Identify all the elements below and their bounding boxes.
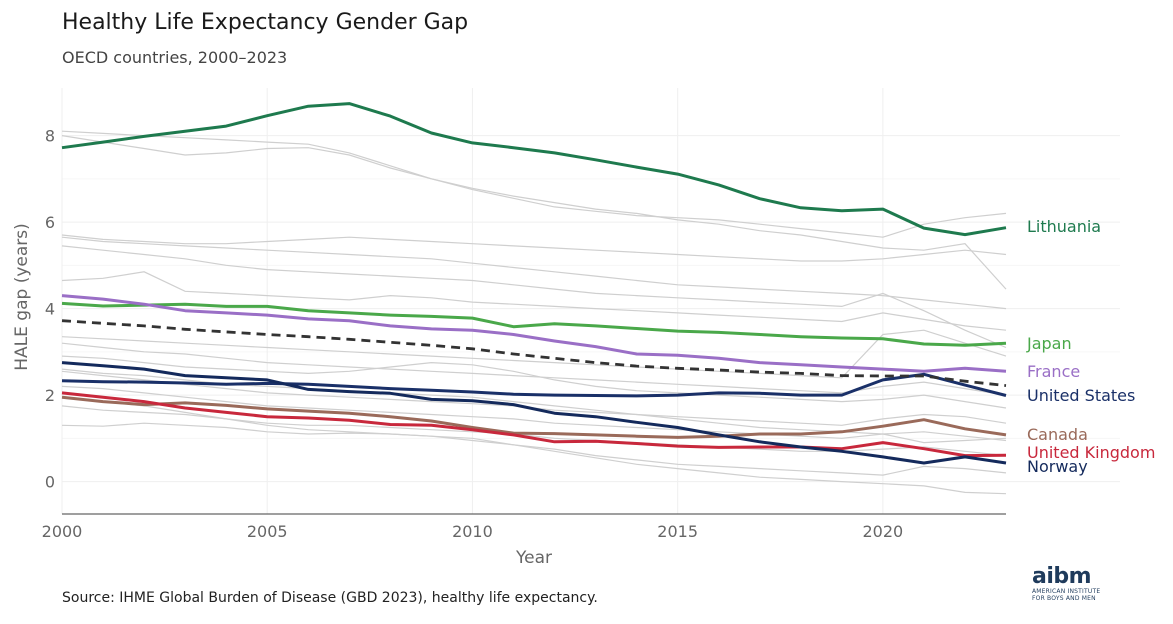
series-line-united-states [61, 372, 1007, 398]
end-labels: Lithuania Japan France United States CanadaU… [1026, 217, 1155, 476]
series-line-lithuania [61, 102, 1007, 237]
highlighted-lines [61, 102, 1007, 465]
background-country-line [61, 368, 1007, 444]
background-country-line [61, 355, 1007, 409]
x-tick-label: 2005 [247, 522, 288, 541]
x-tick-label: 2020 [863, 522, 904, 541]
series-line-japan [61, 301, 1007, 347]
chart-subtitle: OECD countries, 2000–2023 [62, 48, 288, 67]
background-country-line [61, 370, 1007, 426]
background-country-line [61, 135, 1007, 290]
background-country-line [61, 130, 1007, 238]
x-tick-label: 2010 [452, 522, 493, 541]
end-label-japan: Japan [1026, 334, 1072, 353]
y-tick-label: 8 [45, 127, 55, 146]
y-tick-label: 4 [45, 300, 55, 319]
series-line-united-kingdom [61, 391, 1007, 458]
x-tick-label: 2000 [42, 522, 83, 541]
background-country-line [61, 396, 1007, 495]
background-country-line [61, 234, 1007, 262]
logo-line-2: FOR BOYS AND MEN [1032, 595, 1096, 602]
aibm-logo: aibm AMERICAN INSTITUTE FOR BOYS AND MEN [1032, 564, 1122, 603]
end-label-france: France [1027, 362, 1080, 381]
end-label-norway: Norway [1027, 457, 1088, 476]
grid [61, 88, 1120, 514]
background-country-line [61, 422, 1007, 476]
logo-word: aibm [1032, 564, 1092, 589]
x-axis-title: Year [515, 548, 552, 568]
series-line-norway [61, 361, 1007, 465]
series-line-oecd-average [61, 319, 1007, 387]
background-country-line [61, 245, 1007, 349]
background-country-line [61, 385, 1007, 442]
end-label-canada: Canada [1027, 425, 1088, 444]
x-tick-label: 2015 [657, 522, 698, 541]
end-label-united-kingdom: United Kingdom [1027, 443, 1155, 462]
chart-title: Healthy Life Expectancy Gender Gap [62, 10, 469, 35]
y-tick-label: 2 [45, 386, 55, 405]
background-country-line [61, 329, 1007, 379]
y-tick-label: 0 [45, 473, 55, 492]
source-note: Source: IHME Global Burden of Disease (G… [62, 590, 598, 606]
end-label-lithuania: Lithuania [1027, 217, 1101, 236]
end-label-united-states: United States [1027, 386, 1135, 405]
axes: 0 2 4 6 8 2000 2005 2010 2015 2020 [42, 127, 1006, 541]
background-country-line [61, 271, 1007, 331]
y-axis-title: HALE gap (years) [12, 223, 32, 370]
y-tick-label: 6 [45, 213, 55, 232]
series-line-canada [61, 395, 1007, 439]
series-line-france [61, 294, 1007, 373]
logo-line-1: AMERICAN INSTITUTE [1032, 588, 1101, 595]
background-country-line [61, 236, 1007, 310]
